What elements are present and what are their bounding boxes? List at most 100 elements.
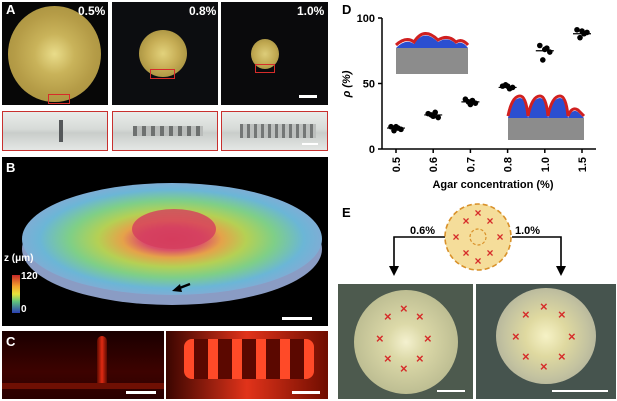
x-tick-label: 1.0 (540, 157, 552, 172)
colony-0.5 (8, 6, 101, 102)
zoom-region-1 (48, 94, 70, 104)
cross-marker-icon: × (452, 230, 459, 244)
wrinkles (184, 339, 314, 379)
panel-letter-c: C (6, 334, 16, 349)
panel-letter-a: A (6, 2, 16, 17)
panel-c-image-2 (166, 331, 328, 399)
left-arrow-path (393, 236, 445, 270)
inset-profile-low (394, 32, 470, 74)
colorbar-label: z (μm) (4, 253, 34, 264)
base-layer (2, 383, 164, 389)
zoom-feature (240, 124, 316, 138)
scale-bar (302, 143, 318, 145)
cross-marker-icon: × (558, 349, 566, 364)
colony-core (132, 209, 216, 249)
cross-marker-icon: × (486, 214, 493, 228)
scale-bar (126, 391, 156, 394)
cross-marker-icon: × (376, 331, 384, 346)
data-point (579, 28, 585, 34)
data-point (577, 34, 583, 41)
panel-a-tile-1 (2, 2, 108, 105)
chart-axes: 0 50 100 0.5 0.6 0.7 0.8 1.0 1.5 (357, 13, 596, 172)
cross-marker-icon: × (540, 359, 548, 374)
x-axis-label: Agar concentration (%) (432, 179, 553, 191)
cross-marker-icon: × (416, 351, 424, 366)
right-arrow-head (556, 266, 566, 276)
zoom-region-3 (255, 64, 275, 73)
data-point (467, 101, 474, 108)
concentration-label-2: 0.8% (189, 4, 217, 18)
colony-1.0-e (496, 288, 596, 384)
concentration-label-1: 0.5% (78, 4, 106, 18)
zoom-image-2 (112, 111, 218, 151)
right-arrow-path (512, 236, 562, 270)
x-tick-label: 1.5 (577, 157, 589, 172)
chart-marks (387, 26, 591, 134)
cross-marker-icon: × (424, 331, 432, 346)
data-point (435, 114, 441, 121)
panel-b-image (2, 157, 328, 326)
cross-marker-icon: × (522, 349, 530, 364)
cross-marker-icon: × (462, 214, 469, 228)
cross-marker-icon: × (522, 307, 530, 322)
schematic-markers: × ×× ×× ××× (452, 206, 503, 268)
data-point (540, 57, 546, 63)
cross-marker-icon: × (462, 246, 469, 260)
zoom-feature (59, 120, 63, 142)
panel-a-tile-3 (221, 2, 328, 105)
zoom-image-3 (221, 111, 328, 151)
black-arrow-icon (172, 282, 191, 292)
cross-marker-icon: × (486, 246, 493, 260)
data-point (542, 46, 548, 53)
colorbar (12, 275, 20, 313)
panel-letter-d: D (342, 2, 352, 17)
cross-marker-icon: × (558, 307, 566, 322)
left-concentration-label: 0.6% (410, 225, 436, 237)
panel-letter-e: E (342, 205, 351, 220)
scale-bar (437, 390, 465, 392)
y-tick-label: 50 (363, 79, 375, 91)
schematic-center (469, 228, 487, 246)
x-tick-label: 0.5 (391, 157, 403, 172)
data-point (430, 113, 436, 120)
cross-marker-icon: × (400, 301, 408, 316)
right-concentration-label: 1.0% (515, 225, 541, 237)
zoom-image-1 (2, 111, 108, 151)
scale-bar (292, 391, 320, 394)
y-axis-label: ρ (%) (341, 70, 353, 98)
x-tick-label: 0.7 (465, 157, 477, 172)
cross-marker-icon: × (384, 351, 392, 366)
colorbar-max: 120 (21, 271, 38, 282)
y-tick-label: 0 (369, 144, 375, 156)
cross-marker-icon: × (512, 329, 520, 344)
zoom-feature (133, 126, 203, 136)
colorbar-min: 0 (21, 304, 27, 315)
cross-marker-icon: × (384, 309, 392, 324)
inset-profile-high (506, 94, 586, 140)
cross-marker-icon: × (400, 361, 408, 376)
cross-marker-icon: × (540, 299, 548, 314)
schematic: × ×× ×× ××× (389, 203, 566, 276)
x-tick-label: 0.8 (503, 157, 515, 172)
panel-e-image-left (338, 284, 473, 399)
colony-0.6 (354, 290, 458, 394)
concentration-label-3: 1.0% (297, 4, 325, 18)
cross-marker-icon: × (416, 309, 424, 324)
cross-marker-icon: × (496, 230, 503, 244)
wrinkle (97, 336, 107, 386)
x-tick-label: 0.6 (428, 157, 440, 172)
y-tick-label: 100 (357, 13, 375, 25)
panel-letter-b: B (6, 160, 16, 175)
data-point (574, 26, 580, 33)
panel-c-image-1 (2, 331, 164, 399)
data-point (504, 83, 511, 89)
data-point (537, 42, 543, 49)
topography-render (12, 183, 322, 320)
panel-a-tile-2 (112, 2, 218, 105)
scale-bar (282, 317, 312, 320)
scatter-chart: 0 50 100 0.5 0.6 0.7 0.8 1.0 1.5 ρ (%) Agar conc… (341, 13, 596, 191)
panel-e-image-right (476, 284, 616, 399)
cross-marker-icon: × (474, 254, 481, 268)
scale-bar (299, 95, 317, 98)
scale-bar (552, 390, 608, 392)
